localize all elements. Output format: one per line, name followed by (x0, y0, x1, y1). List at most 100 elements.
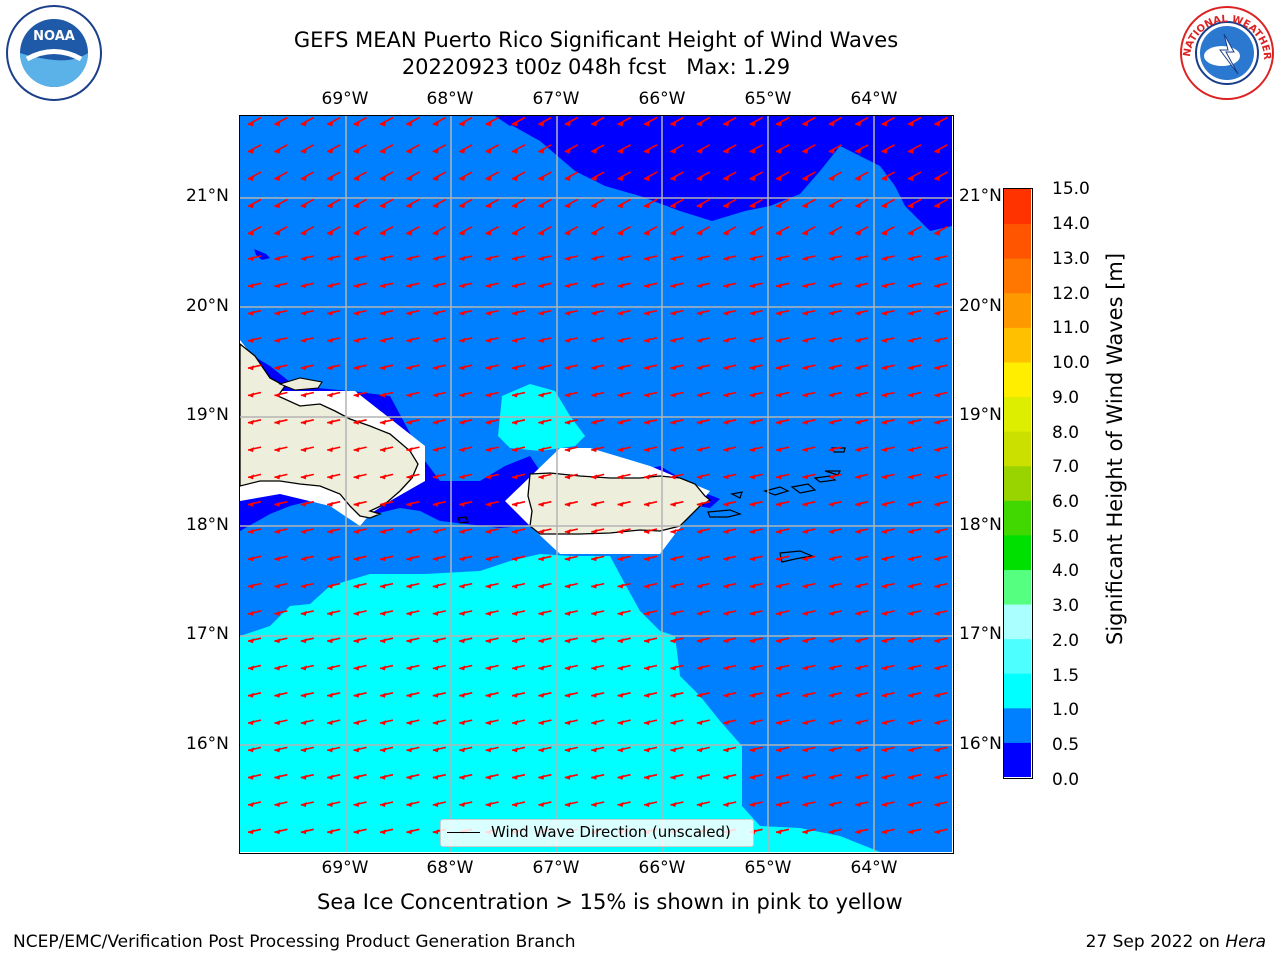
wave-direction-arrowhead (564, 176, 571, 182)
wave-direction-arrowhead (696, 283, 703, 289)
wave-direction-arrowhead (485, 121, 492, 127)
wave-direction-arrowhead (776, 829, 782, 835)
wave-direction-arrow (643, 225, 658, 235)
wave-direction-arrowhead (908, 148, 914, 154)
wave-direction-arrowhead (855, 774, 862, 780)
wave-direction-arrow (274, 225, 288, 235)
wave-direction-arrowhead (432, 501, 439, 507)
wave-direction-arrowhead (776, 148, 782, 154)
wave-direction-arrowhead (670, 419, 677, 425)
footer-date: 27 Sep 2022 on Hera (1086, 932, 1266, 952)
wave-direction-arrowhead (855, 747, 862, 753)
wave-direction-arrowhead (696, 256, 703, 261)
wave-direction-arrowhead (723, 610, 730, 616)
wave-direction-arrowhead (300, 148, 307, 154)
wave-direction-arrowhead (327, 148, 334, 154)
colorbar (1003, 188, 1033, 779)
wave-direction-arrowhead (380, 747, 386, 753)
wave-direction-arrowhead (564, 802, 571, 807)
wave-direction-arrow (802, 225, 816, 235)
wave-direction-arrow (326, 198, 341, 208)
wave-direction-arrowhead (617, 556, 624, 562)
wave-direction-arrowhead (274, 774, 281, 780)
wave-direction-arrow (775, 144, 790, 153)
wave-direction-arrowhead (353, 256, 360, 261)
land-st-john (790, 483, 817, 494)
wave-direction-arrowhead (881, 392, 888, 398)
wave-direction-arrowhead (855, 665, 862, 671)
wave-direction-arrowhead (670, 610, 677, 616)
wave-direction-arrowhead (749, 583, 756, 589)
wave-direction-arrowhead (776, 392, 782, 398)
lon-tick-label: 68°W (426, 89, 474, 109)
wave-direction-arrowhead (591, 747, 598, 753)
wave-direction-arrow (247, 225, 262, 235)
wave-direction-arrow (590, 171, 605, 180)
wave-direction-arrowhead (300, 392, 307, 398)
wave-direction-arrow (432, 116, 447, 126)
wave-direction-arrowhead (274, 747, 281, 753)
wave-direction-arrowhead (512, 610, 518, 616)
wave-direction-arrowhead (749, 747, 756, 753)
wave-direction-arrowhead (749, 447, 756, 453)
wave-direction-arrowhead (881, 583, 888, 589)
wave-direction-arrowhead (644, 720, 650, 726)
wave-direction-arrowhead (248, 638, 254, 644)
wave-direction-arrow (406, 116, 420, 126)
wave-direction-arrowhead (564, 638, 571, 644)
wave-direction-arrowhead (512, 529, 518, 534)
wave-direction-arrowhead (274, 583, 281, 589)
wave-direction-arrowhead (828, 176, 835, 182)
wave-direction-arrow (749, 171, 763, 180)
wave-direction-arrow (511, 116, 526, 126)
wave-direction-arrowhead (696, 176, 703, 182)
wave-direction-arrowhead (274, 392, 281, 398)
wave-direction-arrowhead (749, 610, 756, 616)
ocean-band-1.0-1.5-south (240, 554, 880, 852)
wave-direction-arrowhead (459, 583, 466, 589)
wave-direction-arrowhead (881, 802, 888, 807)
wave-direction-arrowhead (934, 419, 941, 425)
wave-direction-arrowhead (406, 447, 413, 453)
wave-direction-arrow (564, 116, 579, 126)
wave-direction-arrowhead (908, 447, 914, 453)
wave-direction-arrowhead (776, 121, 782, 127)
wave-direction-arrowhead (459, 148, 466, 154)
wave-direction-arrowhead (644, 419, 650, 425)
wave-direction-arrowhead (591, 230, 598, 236)
wave-direction-arrowhead (432, 802, 439, 807)
wave-direction-arrowhead (802, 148, 809, 154)
wave-direction-arrowhead (564, 203, 571, 209)
wave-direction-arrowhead (644, 121, 650, 127)
lat-tick-label: 17°N (959, 624, 1002, 644)
wave-direction-arrowhead (248, 392, 254, 398)
ocean-band-0.0-0.5-northeast (495, 116, 952, 231)
wave-direction-arrowhead (353, 474, 360, 480)
wave-direction-arrowhead (591, 802, 598, 807)
wave-direction-arrowhead (538, 774, 545, 780)
wave-direction-arrow (274, 116, 288, 126)
wave-direction-arrowhead (934, 829, 941, 835)
wave-direction-arrowhead (617, 720, 624, 726)
wave-direction-arrowhead (644, 774, 650, 780)
wave-direction-arrowhead (274, 692, 281, 698)
wave-direction-arrowhead (327, 692, 334, 698)
wave-direction-arrowhead (380, 583, 386, 589)
wave-direction-arrowhead (908, 121, 914, 127)
colorbar-tick: 14.0 (1052, 214, 1090, 234)
wave-direction-arrow (828, 144, 843, 153)
wave-direction-arrowhead (327, 556, 334, 562)
wave-direction-arrow (643, 198, 658, 208)
wave-direction-arrowhead (485, 365, 492, 371)
wave-direction-arrowhead (749, 802, 756, 807)
wave-direction-arrowhead (406, 610, 413, 616)
wave-direction-arrowhead (538, 419, 545, 425)
wave-direction-arrowhead (591, 474, 598, 480)
wave-direction-arrowhead (828, 121, 835, 127)
wave-direction-arrowhead (459, 638, 466, 644)
ocean-band-0.0-0.5-north-edge (495, 116, 535, 126)
wave-direction-arrow (538, 225, 552, 235)
wave-direction-arrowhead (670, 283, 677, 289)
wave-direction-arrowhead (696, 419, 703, 425)
wave-direction-arrowhead (300, 529, 307, 534)
